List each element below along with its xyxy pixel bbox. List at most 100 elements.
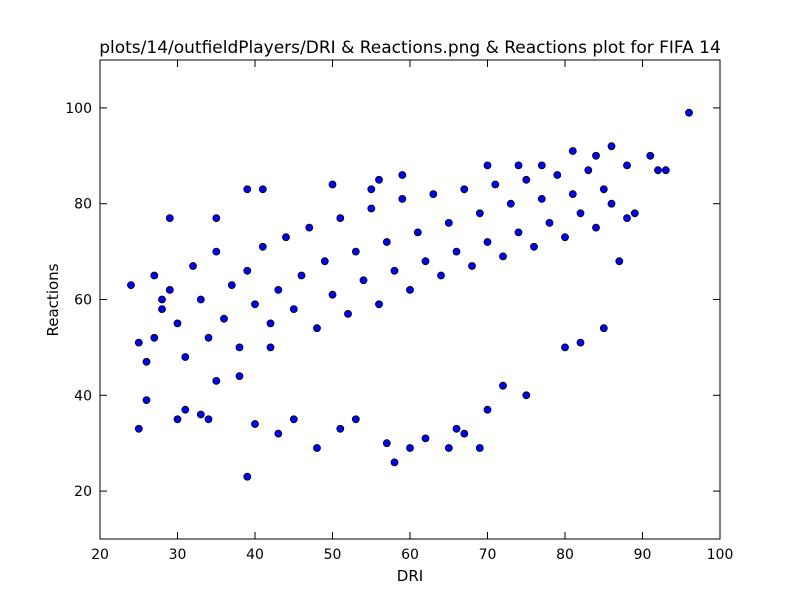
data-point <box>274 285 283 294</box>
data-point <box>522 391 531 400</box>
data-point <box>173 415 182 424</box>
data-point <box>212 247 221 256</box>
data-point <box>251 300 259 309</box>
data-point <box>375 300 383 309</box>
data-point <box>158 295 166 304</box>
data-point <box>142 396 151 405</box>
x-tick-label: 30 <box>169 547 187 563</box>
data-point <box>227 281 236 290</box>
data-point <box>320 257 329 266</box>
data-point <box>475 209 484 218</box>
y-axis-label: Reactions <box>44 263 62 336</box>
data-point <box>545 218 554 227</box>
data-point <box>359 276 368 285</box>
data-point <box>421 434 430 443</box>
data-point <box>568 190 577 199</box>
data-point <box>654 166 662 175</box>
data-point <box>661 166 670 175</box>
data-point <box>599 324 608 333</box>
data-point <box>615 257 624 266</box>
x-tick-label: 40 <box>246 547 264 563</box>
data-point <box>623 161 631 170</box>
chart-title: plots/14/outfieldPlayers/DRI & Reactions… <box>99 38 721 58</box>
y-tick-label: 40 <box>74 388 92 404</box>
data-point <box>499 252 507 261</box>
data-point <box>204 333 213 342</box>
data-point <box>297 271 306 280</box>
x-tick-label: 50 <box>324 547 342 563</box>
data-point <box>258 242 267 251</box>
data-point <box>576 209 585 218</box>
data-point <box>413 228 422 237</box>
data-point <box>514 228 523 237</box>
data-point <box>258 185 267 194</box>
data-point <box>165 214 174 223</box>
data-point <box>390 266 399 275</box>
data-point <box>530 242 538 251</box>
data-point <box>576 338 585 347</box>
data-point <box>483 405 492 414</box>
data-point <box>266 319 275 328</box>
data-point <box>367 204 376 213</box>
data-point <box>460 185 469 194</box>
data-point <box>328 180 337 189</box>
data-point <box>406 285 414 294</box>
data-point <box>134 424 143 433</box>
data-point <box>313 444 321 452</box>
data-point <box>499 381 507 390</box>
data-point <box>243 266 252 275</box>
data-point <box>150 333 159 342</box>
x-axis-label: DRI <box>397 567 423 585</box>
data-point <box>475 444 484 452</box>
data-point <box>134 338 143 347</box>
data-point <box>468 262 476 270</box>
data-point <box>514 161 523 170</box>
data-point <box>344 309 352 318</box>
data-point <box>158 305 166 314</box>
data-point <box>592 223 600 232</box>
data-point <box>444 218 453 227</box>
data-point <box>483 238 492 246</box>
data-point <box>243 472 252 481</box>
data-point <box>483 161 492 170</box>
data-point <box>235 343 244 352</box>
data-point <box>282 233 290 242</box>
data-point <box>406 444 414 452</box>
data-point <box>444 444 453 452</box>
data-point <box>189 262 197 270</box>
data-point <box>351 415 360 424</box>
data-point <box>196 410 205 419</box>
y-tick-label: 100 <box>65 101 92 117</box>
data-point <box>607 142 616 151</box>
data-point <box>623 214 631 223</box>
data-point <box>251 420 259 428</box>
data-point <box>592 151 600 160</box>
data-point <box>452 424 461 433</box>
data-point <box>390 458 399 467</box>
x-tick-label: 90 <box>634 547 652 563</box>
data-point <box>398 194 407 203</box>
data-point <box>630 209 639 218</box>
data-point <box>142 357 151 366</box>
data-point <box>243 185 252 194</box>
data-point <box>429 190 438 199</box>
data-point <box>150 271 159 280</box>
data-point <box>561 233 569 242</box>
data-point <box>599 185 608 194</box>
data-point <box>328 290 337 299</box>
data-point <box>173 319 182 328</box>
data-point <box>274 429 283 438</box>
data-point <box>336 214 345 223</box>
y-tick-label: 20 <box>74 484 92 500</box>
data-point <box>212 214 221 223</box>
data-point <box>382 439 391 448</box>
x-tick-label: 80 <box>556 547 574 563</box>
x-tick-label: 100 <box>707 547 734 563</box>
data-point <box>522 175 531 184</box>
data-point <box>460 429 469 438</box>
data-point <box>537 161 546 170</box>
data-point <box>212 376 221 385</box>
x-tick-label: 70 <box>479 547 497 563</box>
